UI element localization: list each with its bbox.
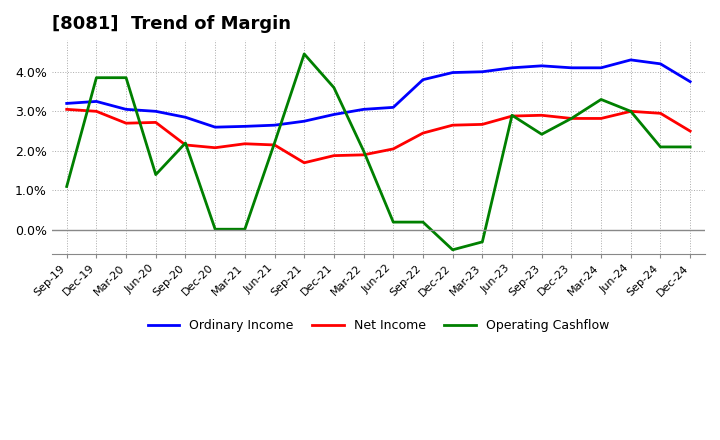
Net Income [330, 153, 338, 158]
Text: [8081]  Trend of Margin: [8081] Trend of Margin [52, 15, 291, 33]
Ordinary Income [63, 101, 71, 106]
Net Income [181, 142, 190, 147]
Operating Cashflow [359, 148, 368, 154]
Legend: Ordinary Income, Net Income, Operating Cashflow: Ordinary Income, Net Income, Operating C… [143, 314, 614, 337]
Ordinary Income [686, 79, 695, 84]
Operating Cashflow [63, 184, 71, 189]
Operating Cashflow [478, 239, 487, 245]
Ordinary Income [181, 114, 190, 120]
Operating Cashflow [181, 140, 190, 146]
Net Income [418, 130, 427, 136]
Ordinary Income [300, 118, 309, 124]
Ordinary Income [92, 99, 101, 104]
Operating Cashflow [567, 116, 576, 121]
Ordinary Income [359, 107, 368, 112]
Net Income [508, 114, 516, 119]
Ordinary Income [656, 61, 665, 66]
Operating Cashflow [537, 132, 546, 137]
Net Income [686, 128, 695, 134]
Ordinary Income [478, 69, 487, 74]
Operating Cashflow [626, 109, 635, 114]
Operating Cashflow [389, 220, 397, 225]
Ordinary Income [567, 65, 576, 70]
Net Income [626, 109, 635, 114]
Net Income [151, 120, 160, 125]
Ordinary Income [270, 122, 279, 128]
Ordinary Income [122, 107, 130, 112]
Net Income [240, 141, 249, 147]
Line: Operating Cashflow: Operating Cashflow [67, 54, 690, 250]
Net Income [537, 113, 546, 118]
Line: Net Income: Net Income [67, 110, 690, 163]
Operating Cashflow [122, 75, 130, 81]
Ordinary Income [597, 65, 606, 70]
Net Income [478, 122, 487, 127]
Ordinary Income [626, 57, 635, 62]
Net Income [597, 116, 606, 121]
Operating Cashflow [270, 140, 279, 146]
Operating Cashflow [597, 97, 606, 102]
Line: Ordinary Income: Ordinary Income [67, 60, 690, 127]
Operating Cashflow [449, 247, 457, 253]
Net Income [656, 111, 665, 116]
Net Income [389, 146, 397, 151]
Operating Cashflow [656, 144, 665, 150]
Net Income [92, 109, 101, 114]
Ordinary Income [418, 77, 427, 82]
Operating Cashflow [686, 144, 695, 150]
Net Income [122, 121, 130, 126]
Net Income [211, 145, 220, 150]
Operating Cashflow [418, 220, 427, 225]
Ordinary Income [211, 125, 220, 130]
Ordinary Income [389, 105, 397, 110]
Net Income [63, 107, 71, 112]
Ordinary Income [330, 112, 338, 117]
Net Income [359, 152, 368, 158]
Operating Cashflow [92, 75, 101, 81]
Operating Cashflow [240, 227, 249, 232]
Operating Cashflow [300, 51, 309, 57]
Net Income [567, 116, 576, 121]
Ordinary Income [449, 70, 457, 75]
Net Income [449, 122, 457, 128]
Net Income [300, 160, 309, 165]
Ordinary Income [537, 63, 546, 69]
Ordinary Income [508, 65, 516, 70]
Ordinary Income [151, 109, 160, 114]
Operating Cashflow [151, 172, 160, 177]
Operating Cashflow [330, 85, 338, 90]
Ordinary Income [240, 124, 249, 129]
Operating Cashflow [211, 227, 220, 232]
Operating Cashflow [508, 113, 516, 118]
Net Income [270, 142, 279, 147]
